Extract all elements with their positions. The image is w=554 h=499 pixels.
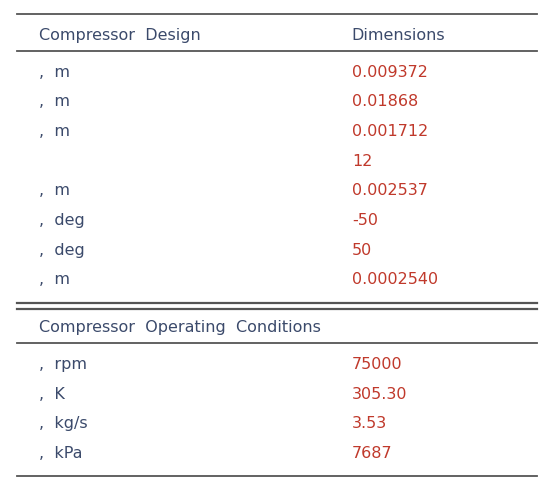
Text: ,  deg: , deg xyxy=(39,243,85,258)
Text: 0.0002540: 0.0002540 xyxy=(352,272,438,287)
Text: ,  rpm: , rpm xyxy=(39,357,87,372)
Text: 0.002537: 0.002537 xyxy=(352,184,428,199)
Text: ,  K: , K xyxy=(39,387,65,402)
Text: 305.30: 305.30 xyxy=(352,387,407,402)
Text: 50: 50 xyxy=(352,243,372,258)
Text: 0.01868: 0.01868 xyxy=(352,94,418,109)
Text: ,  deg: , deg xyxy=(39,213,85,228)
Text: ,  kPa: , kPa xyxy=(39,446,83,461)
Text: 12: 12 xyxy=(352,154,372,169)
Text: Compressor  Design: Compressor Design xyxy=(39,28,201,43)
Text: 0.001712: 0.001712 xyxy=(352,124,428,139)
Text: Compressor  Operating  Conditions: Compressor Operating Conditions xyxy=(39,320,321,335)
Text: ,  m: , m xyxy=(39,65,70,80)
Text: 75000: 75000 xyxy=(352,357,402,372)
Text: 7687: 7687 xyxy=(352,446,392,461)
Text: -50: -50 xyxy=(352,213,378,228)
Text: ,  m: , m xyxy=(39,184,70,199)
Text: ,  m: , m xyxy=(39,124,70,139)
Text: ,  m: , m xyxy=(39,94,70,109)
Text: ,  kg/s: , kg/s xyxy=(39,416,88,431)
Text: ,  m: , m xyxy=(39,272,70,287)
Text: 0.009372: 0.009372 xyxy=(352,65,428,80)
Text: 3.53: 3.53 xyxy=(352,416,387,431)
Text: Dimensions: Dimensions xyxy=(352,28,445,43)
